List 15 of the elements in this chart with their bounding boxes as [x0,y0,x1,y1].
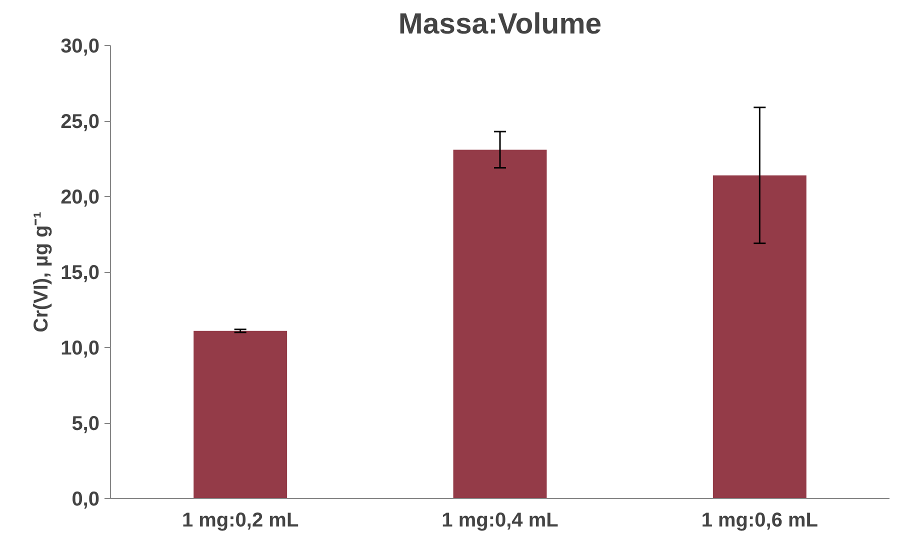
x-tick-label: 1 mg:0,2 mL [182,510,299,532]
x-tick-label: 1 mg:0,4 mL [442,510,558,532]
bar [453,150,547,498]
x-tick-label: 1 mg:0,6 mL [701,510,818,532]
y-tick-label: 20,0 [60,186,100,208]
y-tick-label: 15,0 [60,262,100,284]
y-tick-label: 5,0 [72,413,100,435]
y-axis-title: Cr(VI), µg g⁻¹ [30,211,53,332]
y-tick-label: 10,0 [60,338,100,360]
chart-title: Massa:Volume [398,8,602,40]
y-tick-label: 0,0 [72,488,100,510]
y-tick-label: 25,0 [60,111,100,133]
y-tick-label: 30,0 [60,36,100,58]
bar [712,175,806,498]
bar [194,330,288,498]
